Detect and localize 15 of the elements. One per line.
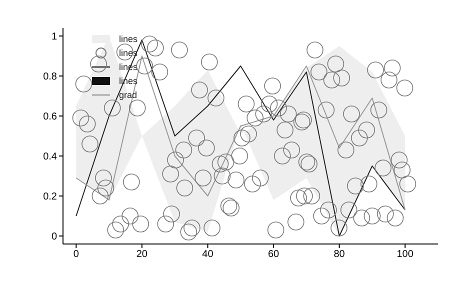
- x-tick-label: 40: [202, 249, 214, 260]
- y-tick-label: 1: [51, 32, 58, 43]
- y-tick-label: 0: [51, 232, 58, 243]
- y-tick-label: 0.4: [43, 152, 58, 163]
- x-tick-label: 80: [334, 249, 346, 260]
- line-series: [76, 56, 406, 210]
- y-tick-label: 0.6: [43, 112, 58, 123]
- x-tick-label: 0: [73, 249, 80, 260]
- x-tick-label: 20: [136, 249, 148, 260]
- x-tick-label: 60: [268, 249, 280, 260]
- legend-label: grad: [118, 90, 138, 100]
- y-tick-label: 0.2: [43, 192, 58, 203]
- legend-label: lines: [118, 34, 139, 44]
- y-tick-label: 0.8: [43, 72, 58, 83]
- x-tick-label: 100: [396, 249, 414, 260]
